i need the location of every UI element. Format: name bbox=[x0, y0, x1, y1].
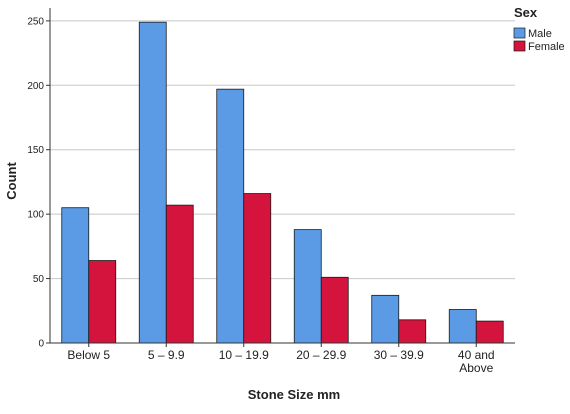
bar-male-1 bbox=[138, 21, 167, 344]
x-category-label-2: 10 – 19.9 bbox=[219, 348, 269, 362]
y-tick-label-200: 200 bbox=[27, 81, 44, 92]
legend-label-male: Male bbox=[528, 28, 552, 40]
y-tick-label-250: 250 bbox=[27, 16, 44, 27]
y-tick-label-50: 50 bbox=[33, 274, 45, 285]
x-category-labels: Below 5 5 – 9.9 10 – 19.9 20 – 29.9 30 – 39.… bbox=[67, 348, 494, 375]
bar-male-3 bbox=[293, 229, 322, 344]
x-category-label-4: 30 – 39.9 bbox=[374, 348, 424, 362]
x-category-label-5-line-0: 40 and bbox=[458, 348, 495, 362]
x-category-label-0-line-0: Below 5 bbox=[67, 348, 110, 362]
y-axis-title: Count bbox=[4, 162, 19, 200]
x-category-label-1-line-0: 5 – 9.9 bbox=[148, 348, 185, 362]
legend-swatch-male bbox=[513, 27, 526, 39]
x-axis-title: Stone Size mm bbox=[248, 387, 340, 402]
x-category-label-3: 20 – 29.9 bbox=[296, 348, 346, 362]
y-tick-label-0: 0 bbox=[38, 339, 44, 350]
x-category-label-3-line-0: 20 – 29.9 bbox=[296, 348, 346, 362]
x-category-label-0: Below 5 bbox=[67, 348, 110, 362]
bar-female-0 bbox=[88, 260, 117, 344]
bar-female-1 bbox=[165, 204, 194, 344]
bar-female-4 bbox=[398, 319, 427, 344]
y-tick-label-150: 150 bbox=[27, 145, 44, 156]
axes bbox=[46, 8, 515, 347]
x-category-label-2-line-0: 10 – 19.9 bbox=[219, 348, 269, 362]
bar-female-3 bbox=[320, 276, 349, 344]
legend-label-female: Female bbox=[528, 41, 565, 53]
bars bbox=[61, 21, 504, 344]
y-tick-labels: 0 50 100 150 200 250 bbox=[27, 16, 44, 349]
x-category-label-4-line-0: 30 – 39.9 bbox=[374, 348, 424, 362]
bar-male-4 bbox=[371, 294, 400, 344]
gridlines bbox=[50, 20, 515, 280]
bar-male-5 bbox=[448, 309, 477, 344]
x-category-label-1: 5 – 9.9 bbox=[148, 348, 185, 362]
y-tick-label-100: 100 bbox=[27, 210, 44, 221]
legend-title: Sex bbox=[514, 5, 538, 20]
bar-female-5 bbox=[475, 320, 504, 344]
bar-male-0 bbox=[61, 207, 90, 344]
legend-swatch-female bbox=[513, 40, 526, 52]
bar-male-2 bbox=[216, 88, 245, 344]
x-category-label-5-line-1: Above bbox=[459, 361, 493, 375]
bar-female-2 bbox=[243, 193, 272, 344]
x-category-label-5: 40 and Above bbox=[458, 348, 495, 375]
